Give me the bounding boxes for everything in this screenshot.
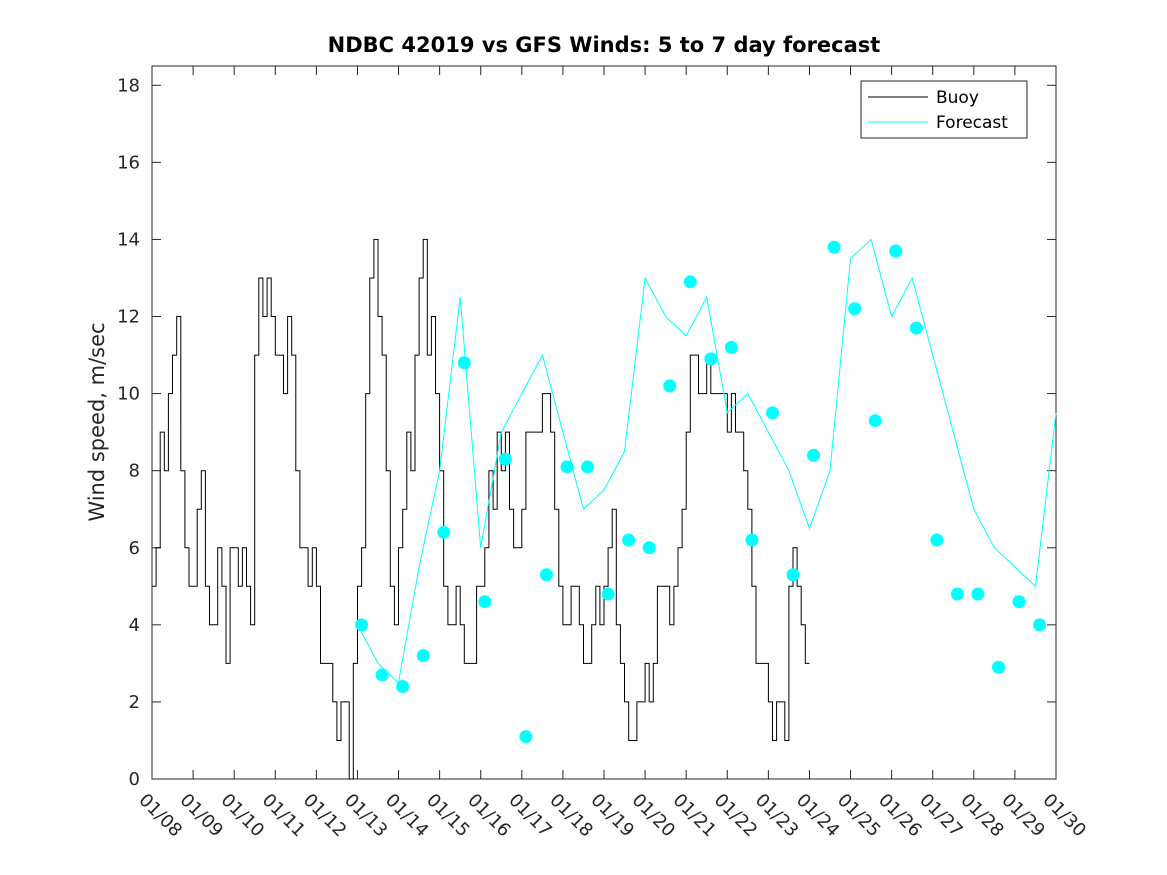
forecast-marker [909,321,923,335]
forecast-marker [991,660,1005,674]
forecast-marker [478,595,492,609]
forecast-marker [950,587,964,601]
forecast-marker [457,356,471,370]
forecast-marker [416,649,430,663]
forecast-marker [642,541,656,555]
forecast-marker [396,680,410,694]
buoy-series [152,238,810,780]
legend: Buoy Forecast [860,80,1028,139]
forecast-marker [622,533,636,547]
forecast-marker [765,406,779,420]
plot-area [151,65,1057,780]
forecast-marker [786,568,800,582]
forecast-marker [971,587,985,601]
y-axis: 0 2 4 6 8 10 12 14 16 18 [117,75,1056,790]
legend-forecast-label: Forecast [936,113,1008,133]
forecast-marker [355,618,369,632]
forecast-marker [930,533,944,547]
chart-title: NDBC 42019 vs GFS Winds: 5 to 7 day fore… [328,33,881,57]
forecast-marker [663,379,677,393]
legend-buoy-label: Buoy [936,88,979,108]
forecast-marker [889,244,903,258]
buoy-line [152,238,810,780]
forecast-marker [827,240,841,254]
forecast-line [357,238,1057,684]
y-tick-label: 0 [129,769,140,790]
y-tick-label: 10 [117,384,140,405]
forecast-marker [437,525,451,539]
forecast-series [357,238,1057,684]
forecast-marker [724,340,738,354]
y-tick-label: 6 [129,538,140,559]
forecast-marker [745,533,759,547]
y-tick-label: 14 [117,229,140,250]
forecast-marker [498,452,512,466]
y-tick-label: 4 [129,615,140,636]
y-tick-label: 12 [117,307,140,328]
forecast-marker [519,730,533,744]
y-tick-label: 18 [117,75,140,96]
forecast-marker [848,302,862,316]
forecast-marker [1012,595,1026,609]
forecast-marker [868,414,882,428]
forecast-marker [581,460,595,474]
y-tick-label: 2 [129,692,140,713]
y-tick-label: 8 [129,461,140,482]
forecast-marker [1033,618,1047,632]
forecast-marker [560,460,574,474]
forecast-marker [375,668,389,682]
y-axis-label: Wind speed, m/sec [85,322,109,521]
forecast-marker [683,275,697,289]
legend-box [860,80,1028,139]
y-tick-label: 16 [117,152,140,173]
forecast-marker [601,587,615,601]
forecast-marker [539,568,553,582]
forecast-marker [704,352,718,366]
forecast-markers [355,240,1047,744]
forecast-marker [807,448,821,462]
